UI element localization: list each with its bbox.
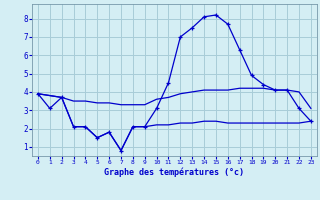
X-axis label: Graphe des températures (°c): Graphe des températures (°c)	[104, 168, 244, 177]
